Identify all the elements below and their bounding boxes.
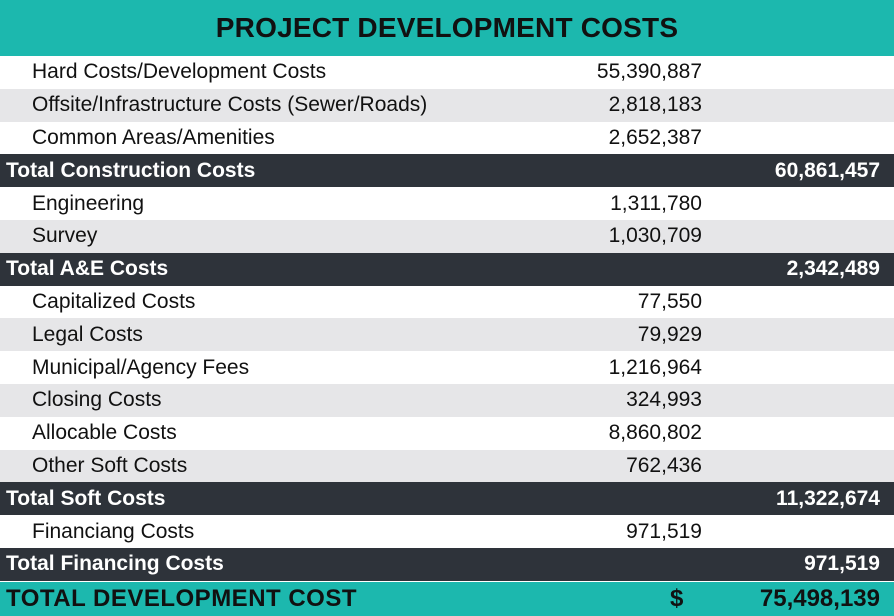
grand-total-row: TOTAL DEVELOPMENT COST $ 75,498,139	[0, 582, 894, 616]
subtotal-label: Total Soft Costs	[6, 486, 166, 510]
table-row: Financiang Costs 971,519	[0, 515, 894, 548]
line-item-label: Closing Costs	[32, 388, 162, 412]
subtotal-label: Total A&E Costs	[6, 257, 169, 281]
line-item-label: Legal Costs	[32, 322, 143, 346]
line-item-label: Common Areas/Amenities	[32, 125, 275, 149]
subtotal-amount: 11,322,674	[776, 486, 880, 510]
subtotal-row-financing: Total Financing Costs 971,519	[0, 547, 894, 581]
subtotal-label: Total Financing Costs	[6, 552, 224, 576]
subtotal-row-soft: Total Soft Costs 11,322,674	[0, 482, 894, 516]
table-row: Closing Costs 324,993	[0, 383, 894, 417]
grand-total-amount: 75,498,139	[759, 585, 880, 612]
table-row: Hard Costs/Development Costs 55,390,887	[0, 56, 894, 89]
line-item-label: Municipal/Agency Fees	[32, 355, 250, 379]
table-row: Other Soft Costs 762,436	[0, 449, 894, 483]
line-item-amount: 2,818,183	[608, 93, 702, 117]
table-row: Capitalized Costs 77,550	[0, 286, 894, 319]
table-row: Survey 1,030,709	[0, 219, 894, 253]
line-item-amount: 77,550	[637, 289, 702, 313]
line-item-label: Hard Costs/Development Costs	[32, 60, 327, 84]
subtotal-amount: 971,519	[804, 552, 880, 576]
grand-total-label: TOTAL DEVELOPMENT COST	[6, 585, 358, 612]
table-row: Municipal/Agency Fees 1,216,964	[0, 351, 894, 384]
line-item-amount: 971,519	[626, 519, 702, 543]
table-row: Engineering 1,311,780	[0, 187, 894, 220]
line-item-label: Allocable Costs	[32, 421, 177, 445]
line-item-label: Survey	[32, 224, 98, 248]
line-item-amount: 324,993	[626, 388, 702, 412]
line-item-amount: 2,652,387	[608, 125, 702, 149]
table-title-text: PROJECT DEVELOPMENT COSTS	[215, 12, 679, 43]
line-item-label: Other Soft Costs	[32, 453, 188, 477]
line-item-amount: 55,390,887	[596, 60, 702, 84]
line-item-amount: 79,929	[637, 322, 702, 346]
line-item-label: Financiang Costs	[32, 519, 195, 543]
line-item-label: Capitalized Costs	[32, 289, 196, 313]
line-item-amount: 762,436	[626, 453, 702, 477]
subtotal-label: Total Construction Costs	[6, 158, 256, 182]
currency-symbol: $	[670, 585, 684, 612]
line-item-label: Engineering	[32, 191, 145, 215]
subtotal-row-construction: Total Construction Costs 60,861,457	[0, 154, 894, 188]
table-row: Offsite/Infrastructure Costs (Sewer/Road…	[0, 88, 894, 122]
line-item-amount: 1,030,709	[608, 224, 702, 248]
subtotal-row-ae: Total A&E Costs 2,342,489	[0, 252, 894, 286]
table-row: Common Areas/Amenities 2,652,387	[0, 122, 894, 155]
table-title: PROJECT DEVELOPMENT COSTS	[0, 0, 894, 56]
line-item-amount: 1,311,780	[610, 191, 702, 215]
subtotal-amount: 60,861,457	[774, 158, 880, 182]
line-item-amount: 8,860,802	[608, 421, 702, 445]
subtotal-amount: 2,342,489	[786, 257, 880, 281]
table-row: Legal Costs 79,929	[0, 318, 894, 352]
table-row: Allocable Costs 8,860,802	[0, 417, 894, 450]
line-item-label: Offsite/Infrastructure Costs (Sewer/Road…	[32, 93, 428, 117]
line-item-amount: 1,216,964	[608, 355, 702, 379]
